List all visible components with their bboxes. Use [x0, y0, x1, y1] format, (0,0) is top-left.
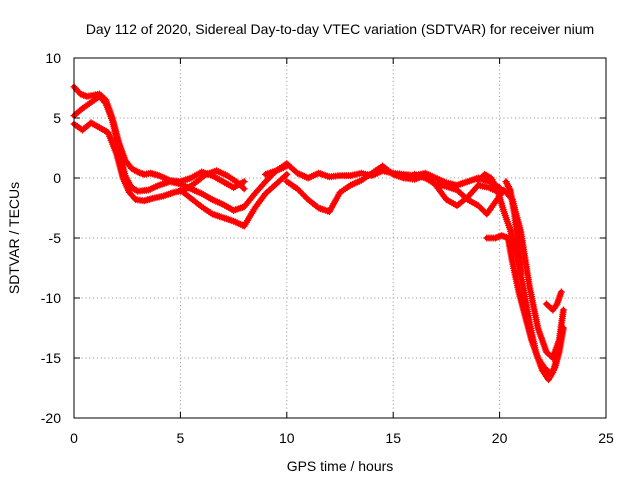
data-markers — [483, 232, 567, 378]
x-tick-label: 25 — [598, 430, 614, 446]
data-markers — [542, 288, 565, 314]
y-tick-label: -10 — [41, 290, 61, 306]
x-tick-label: 0 — [70, 430, 78, 446]
data-markers — [176, 170, 291, 230]
x-tick-label: 20 — [492, 430, 508, 446]
data-series-track-11 — [542, 288, 565, 314]
data-series-track-4 — [176, 170, 291, 230]
axis-ticks — [73, 57, 607, 419]
data-series-track-7 — [411, 170, 567, 362]
y-tick-label: -5 — [49, 230, 62, 246]
y-axis-label: SDTVAR / TECUs — [6, 182, 22, 294]
data-series-track-3 — [70, 119, 248, 205]
tick-labels: 0 5 10 15 20 25 -20 -15 -10 -5 0 5 10 — [41, 50, 614, 446]
x-axis-label: GPS time / hours — [287, 458, 394, 474]
data-series-track-10 — [502, 178, 525, 278]
data-markers — [70, 119, 248, 205]
x-tick-label: 10 — [279, 430, 295, 446]
y-tick-label: -15 — [41, 350, 61, 366]
y-tick-label: 0 — [53, 170, 61, 186]
x-tick-label: 5 — [177, 430, 185, 446]
data-series — [70, 83, 567, 384]
y-tick-label: -20 — [41, 410, 61, 426]
data-markers — [502, 178, 525, 278]
y-tick-label: 10 — [45, 50, 61, 66]
y-tick-label: 5 — [53, 110, 61, 126]
chart-title: Day 112 of 2020, Sidereal Day-to-day VTE… — [86, 21, 594, 37]
grid-lines — [74, 58, 606, 418]
x-tick-label: 15 — [385, 430, 401, 446]
data-markers — [411, 170, 567, 362]
data-line — [71, 120, 247, 204]
data-series-track-9 — [483, 232, 567, 378]
